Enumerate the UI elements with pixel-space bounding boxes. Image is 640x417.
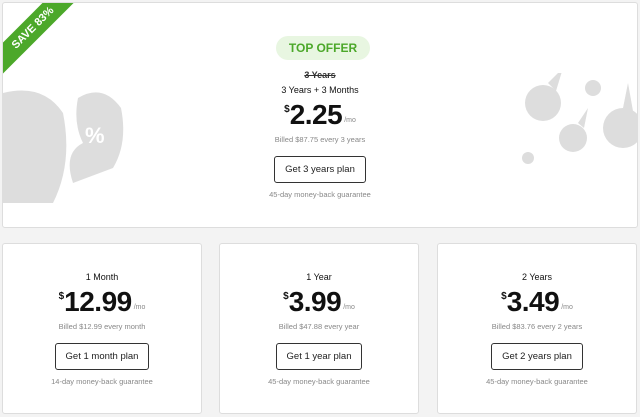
term-label: 1 Month [85,272,119,282]
save-ribbon: SAVE 83% [3,3,84,79]
billed-text: Billed $47.88 every year [278,322,360,331]
guarantee-text: 45-day money-back guarantee [268,377,370,386]
price-amount: 3.99 [288,286,342,317]
get-2-years-plan-button[interactable]: Get 2 years plan [491,343,583,370]
per-month: /mo [133,304,146,311]
get-3-years-plan-button[interactable]: Get 3 years plan [274,156,366,183]
plan-card-2-years: 2 Years $3.49/mo Billed $83.76 every 2 y… [437,243,637,414]
price: $3.49/mo [438,288,636,316]
mascot-illustration-icon: % [3,90,124,203]
billed-text: Billed $83.76 every 2 years [491,322,583,331]
price-amount: 12.99 [64,286,132,317]
guarantee-text: 45-day money-back guarantee [269,190,371,199]
currency: $ [58,291,65,302]
virus-monsters-icon [522,73,637,164]
term-label: 2 Years [521,272,553,282]
plan-card-1-month: 1 Month $12.99/mo Billed $12.99 every mo… [2,243,202,414]
billed-text: Billed $87.75 every 3 years [274,135,366,144]
price: $3.99/mo [220,288,418,316]
price-amount: 3.49 [506,286,560,317]
currency: $ [284,104,290,115]
get-1-year-plan-button[interactable]: Get 1 year plan [275,343,363,370]
guarantee-text: 14-day money-back guarantee [51,377,153,386]
get-1-month-plan-button[interactable]: Get 1 month plan [54,343,150,370]
per-month: /mo [561,304,573,311]
top-offer-badge: TOP OFFER [276,36,370,60]
old-term: 3 Years [304,70,336,80]
per-month: /mo [344,117,356,124]
plan-card-1-year: 1 Year $3.99/mo Billed $47.88 every year… [219,243,419,414]
term-label: 1 Year [306,272,332,282]
currency: $ [501,291,507,302]
per-month: /mo [343,304,355,311]
term-label: 3 Years + 3 Months [281,85,359,95]
currency: $ [283,291,289,302]
price-amount: 2.25 [289,99,343,130]
price: $12.99/mo [3,288,201,316]
billed-text: Billed $12.99 every month [58,322,146,331]
top-offer-card: SAVE 83% % TOP OFFER 3 Years 3 Years + 3… [2,2,638,228]
svg-text:%: % [85,123,105,148]
price: $ 2.25 /mo [3,101,637,129]
guarantee-text: 45-day money-back guarantee [486,377,588,386]
